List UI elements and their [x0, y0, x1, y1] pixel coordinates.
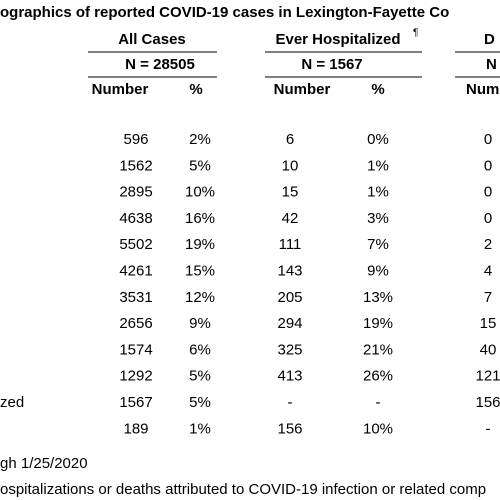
footnote: gh 1/25/2020 [0, 455, 88, 472]
cell: 7% [367, 236, 389, 253]
cell: 2656 [119, 315, 152, 332]
cell: 2% [189, 131, 211, 148]
cell: 121 [475, 368, 500, 385]
column-header: Numb [466, 81, 500, 98]
cell: 10 [282, 157, 299, 174]
cell: 19% [363, 315, 393, 332]
column-header: Number [92, 81, 149, 98]
cell: 42 [282, 210, 299, 227]
cell: 1292 [119, 368, 152, 385]
cell: 1567 [119, 394, 152, 411]
group-n: N [486, 56, 497, 73]
cell: 13% [363, 289, 393, 306]
footnote-marker: ¶ [413, 28, 418, 39]
cell: 21% [363, 341, 393, 358]
group-n: N = 1567 [301, 56, 362, 73]
group-n: N = 28505 [125, 56, 195, 73]
footnote: ospitalizations or deaths attributed to … [0, 481, 486, 498]
cell: 143 [277, 262, 302, 279]
cell: 413 [277, 368, 302, 385]
cell: 2 [484, 236, 492, 253]
cell: - [486, 420, 491, 437]
cell: 15 [282, 184, 299, 201]
cell: 7 [484, 289, 492, 306]
cell: 1574 [119, 341, 152, 358]
cell: 111 [279, 236, 302, 253]
cell: 10% [363, 420, 393, 437]
cell: 6% [189, 341, 211, 358]
cell: 3531 [119, 289, 152, 306]
column-header: % [371, 81, 384, 98]
cell: 12% [185, 289, 215, 306]
group-title: Ever Hospitalized [275, 31, 400, 48]
cell: 156 [277, 420, 302, 437]
cell: 6 [286, 131, 294, 148]
cell: 1% [189, 420, 211, 437]
cell: 9% [367, 262, 389, 279]
cell: 0% [367, 131, 389, 148]
cell: 5% [189, 368, 211, 385]
group-title: All Cases [118, 31, 186, 48]
cell: 0 [484, 210, 492, 227]
cell: 4 [484, 262, 492, 279]
cell: 26% [363, 368, 393, 385]
column-header: % [189, 81, 202, 98]
cell: 16% [185, 210, 215, 227]
cell: 1% [367, 184, 389, 201]
cell: 5% [189, 157, 211, 174]
cell: 5502 [119, 236, 152, 253]
cell: 4261 [119, 262, 152, 279]
cell: 15 [480, 315, 497, 332]
row-label: zed [0, 394, 24, 411]
cell: 0 [484, 131, 492, 148]
cell: 9% [189, 315, 211, 332]
column-header: Number [274, 81, 331, 98]
group-title: D [484, 31, 495, 48]
cell: 40 [480, 341, 497, 358]
cell: 596 [123, 131, 148, 148]
cell: 15% [185, 262, 215, 279]
cell: 205 [277, 289, 302, 306]
cell: 3% [367, 210, 389, 227]
cell: 325 [277, 341, 302, 358]
cell: 19% [185, 236, 215, 253]
cell: 0 [484, 157, 492, 174]
cell: 294 [277, 315, 302, 332]
cell: 10% [185, 184, 215, 201]
cell: 1% [367, 157, 389, 174]
cell: 5% [189, 394, 211, 411]
cell: 2895 [119, 184, 152, 201]
cell: - [288, 394, 293, 411]
cell: 0 [484, 184, 492, 201]
cell: 156 [475, 394, 500, 411]
cell: 189 [123, 420, 148, 437]
cell: - [376, 394, 381, 411]
table-title: ographics of reported COVID-19 cases in … [0, 4, 449, 21]
cell: 4638 [119, 210, 152, 227]
cell: 1562 [119, 157, 152, 174]
